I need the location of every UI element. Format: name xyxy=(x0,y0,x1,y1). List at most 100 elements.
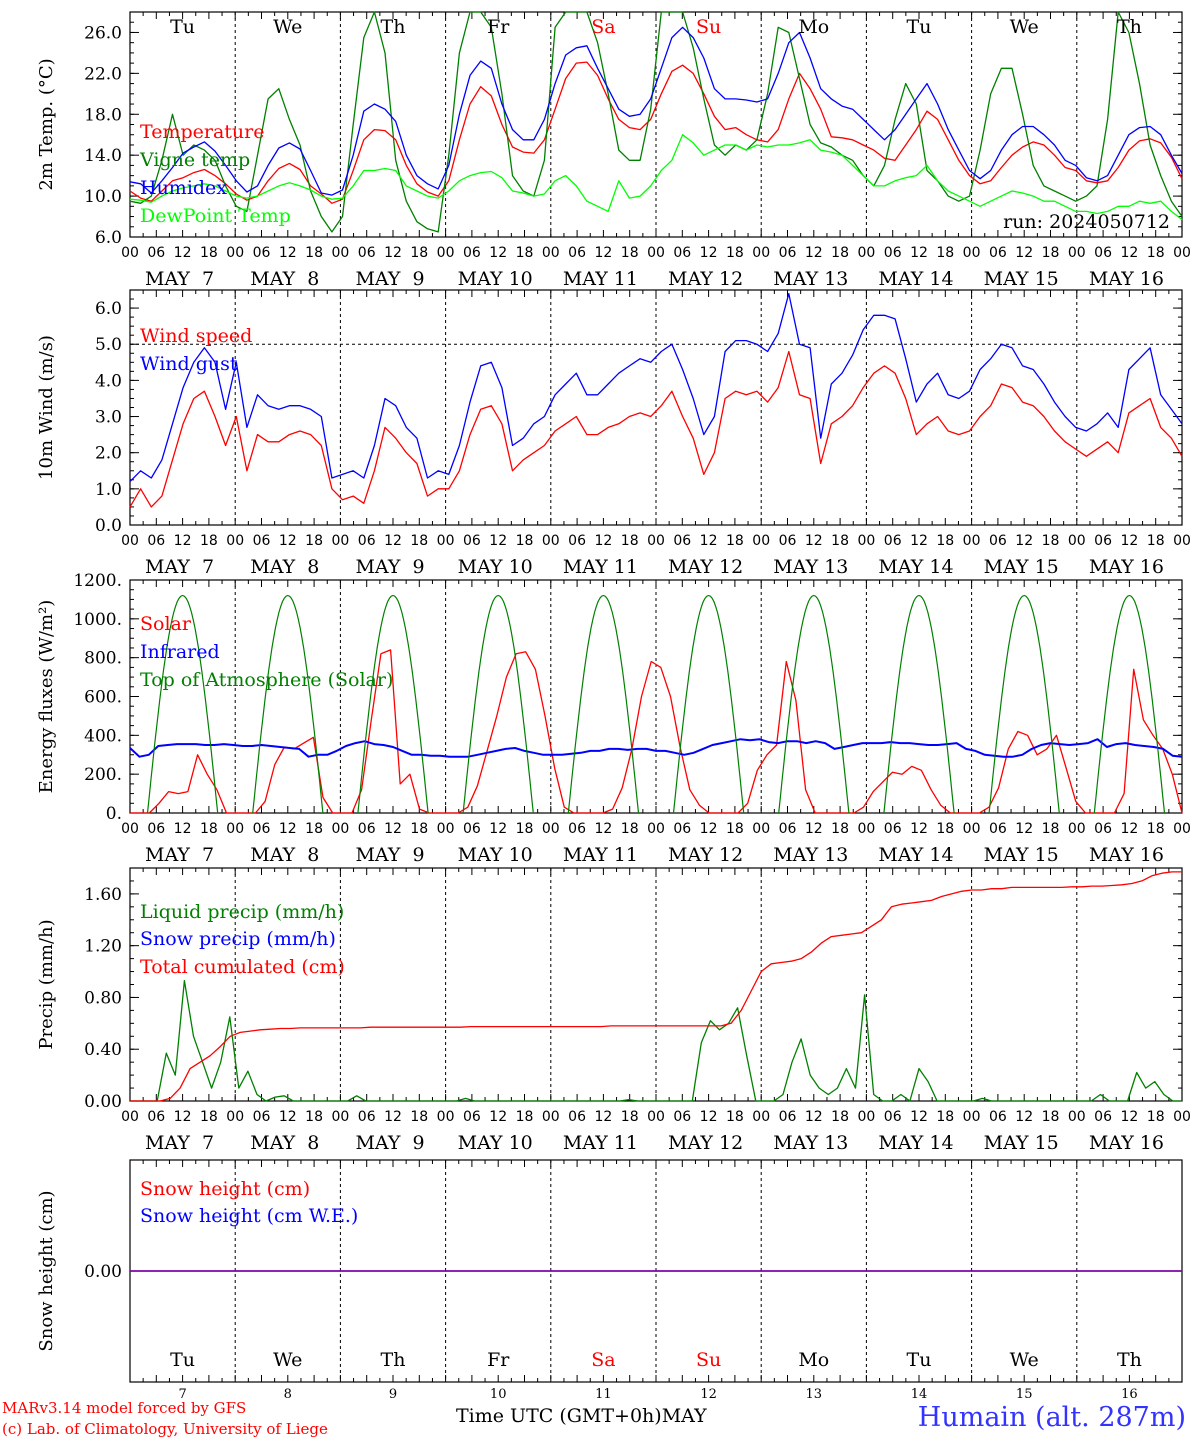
hour-tick-label: 00 xyxy=(857,245,875,261)
lab-credit: (c) Lab. of Climatology, University of L… xyxy=(2,1420,328,1438)
series-line-top-of-atmosphere-solar xyxy=(883,594,955,814)
y-tick-label: 400. xyxy=(84,726,122,746)
hour-tick-label: 06 xyxy=(779,245,797,261)
date-label: MAY 16 xyxy=(1089,1132,1164,1154)
hour-tick-label: 06 xyxy=(1094,821,1112,837)
hour-tick-label: 12 xyxy=(1015,1109,1033,1125)
hour-tick-label: 06 xyxy=(358,821,376,837)
date-label: MAY 8 xyxy=(250,844,319,866)
hour-tick-label: 18 xyxy=(200,533,218,549)
legend-entry: Top of Atmosphere (Solar) xyxy=(140,669,393,691)
hour-tick-label: 12 xyxy=(1015,245,1033,261)
hour-tick-label: 00 xyxy=(752,1109,770,1125)
hour-tick-label: 06 xyxy=(147,245,165,261)
hour-tick-label: 06 xyxy=(989,533,1007,549)
date-label: MAY 16 xyxy=(1089,844,1164,866)
hour-tick-label: 12 xyxy=(1120,533,1138,549)
hour-tick-label: 00 xyxy=(1068,533,1086,549)
day-label: Mo xyxy=(798,16,829,38)
hour-tick-label: 00 xyxy=(752,821,770,837)
hour-tick-label: 18 xyxy=(410,821,428,837)
hour-tick-label: 18 xyxy=(200,821,218,837)
hour-tick-label: 18 xyxy=(936,821,954,837)
hour-tick-label: 00 xyxy=(1173,821,1191,837)
hour-tick-label: 00 xyxy=(121,245,139,261)
date-label: MAY 10 xyxy=(458,556,533,578)
hour-tick-label: 12 xyxy=(910,533,928,549)
panel-3: 0. 200. 400. 600. 800. 1000. 1200. Energy fluxe… xyxy=(36,571,1191,866)
x-axis-label: Time UTC (GMT+0h) xyxy=(456,1405,662,1427)
series-line-vigne-temp xyxy=(129,11,1183,233)
day-label: Su xyxy=(696,16,721,38)
hour-tick-label: 00 xyxy=(331,1109,349,1125)
legend-entry: Vigne temp xyxy=(139,149,250,171)
hour-tick-label: 06 xyxy=(463,245,481,261)
date-label: MAY 16 xyxy=(1089,268,1164,290)
hour-tick-label: 12 xyxy=(489,1109,507,1125)
hour-tick-label: 12 xyxy=(174,1109,192,1125)
hour-tick-label: 18 xyxy=(1147,245,1165,261)
day-label: We xyxy=(1010,1349,1039,1371)
y-axis-title: Energy fluxes (W/m²) xyxy=(36,600,57,794)
station-name: Humain (alt. 287m) xyxy=(917,1402,1186,1433)
date-label: MAY 15 xyxy=(984,268,1059,290)
hour-tick-label: 12 xyxy=(489,821,507,837)
day-label: Su xyxy=(696,1349,721,1371)
hour-tick-label: 18 xyxy=(410,533,428,549)
hour-tick-label: 18 xyxy=(936,245,954,261)
day-label: Tu xyxy=(907,16,932,38)
y-tick-label: 4.0 xyxy=(95,371,122,391)
date-label: MAY 15 xyxy=(984,844,1059,866)
hour-tick-label: 06 xyxy=(568,1109,586,1125)
y-tick-label: 1200. xyxy=(73,571,122,591)
hour-tick-label: 06 xyxy=(1094,1109,1112,1125)
hour-tick-label: 00 xyxy=(226,1109,244,1125)
y-tick-label: 800. xyxy=(84,649,122,669)
date-label: MAY 12 xyxy=(668,268,743,290)
y-tick-label: 0.0 xyxy=(95,516,122,536)
hour-tick-label: 18 xyxy=(410,245,428,261)
hour-tick-label: 00 xyxy=(647,245,665,261)
hour-tick-label: 06 xyxy=(779,1109,797,1125)
y-tick-label: 26.0 xyxy=(84,23,122,43)
hour-tick-label: 18 xyxy=(410,1109,428,1125)
hour-tick-label: 06 xyxy=(358,533,376,549)
y-tick-label: 22.0 xyxy=(84,64,122,84)
hour-tick-label: 00 xyxy=(1068,821,1086,837)
y-tick-label: 18.0 xyxy=(84,105,122,125)
hour-tick-label: 06 xyxy=(358,1109,376,1125)
hour-tick-label: 00 xyxy=(963,1109,981,1125)
day-number: 13 xyxy=(806,1387,823,1402)
hour-tick-label: 18 xyxy=(305,533,323,549)
hour-tick-label: 00 xyxy=(542,1109,560,1125)
day-label: Mo xyxy=(798,1349,829,1371)
hour-tick-label: 00 xyxy=(331,821,349,837)
hour-tick-label: 12 xyxy=(700,533,718,549)
hour-tick-label: 12 xyxy=(594,821,612,837)
date-label: MAY 10 xyxy=(458,268,533,290)
hour-tick-label: 00 xyxy=(542,533,560,549)
x-axis-title: Time UTC (GMT+0h)MAY xyxy=(456,1405,707,1427)
hour-tick-label: 00 xyxy=(226,533,244,549)
hour-tick-label: 06 xyxy=(568,821,586,837)
day-number: 12 xyxy=(700,1387,717,1402)
legend-entry: Snow precip (mm/h) xyxy=(140,928,336,950)
legend-entry: Humidex xyxy=(140,177,227,199)
series-line-top-of-atmosphere-solar xyxy=(988,594,1060,814)
hour-tick-label: 18 xyxy=(936,1109,954,1125)
hour-tick-label: 12 xyxy=(279,533,297,549)
hour-tick-label: 18 xyxy=(726,1109,744,1125)
hour-tick-label: 18 xyxy=(305,821,323,837)
y-tick-label: 2.0 xyxy=(95,444,122,464)
hour-tick-label: 00 xyxy=(226,245,244,261)
day-number: 10 xyxy=(490,1387,507,1402)
date-label: MAY 13 xyxy=(773,1132,848,1154)
hour-tick-label: 06 xyxy=(779,821,797,837)
date-label: MAY 8 xyxy=(250,268,319,290)
date-label: MAY 13 xyxy=(773,844,848,866)
legend-entry: Wind gust xyxy=(140,353,238,375)
hour-tick-label: 06 xyxy=(989,245,1007,261)
hour-tick-label: 18 xyxy=(1147,1109,1165,1125)
series-line-temperature xyxy=(129,61,1183,204)
